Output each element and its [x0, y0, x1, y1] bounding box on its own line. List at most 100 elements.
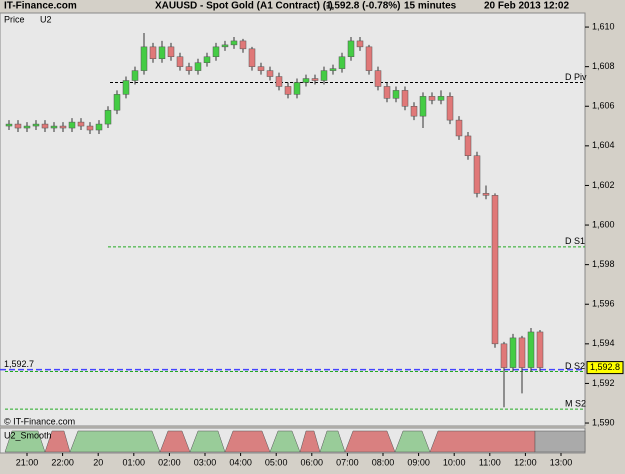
candle-body [401, 90, 409, 107]
candle-body [230, 40, 238, 46]
last-change: 1,592.8 (-0.78%) [326, 1, 401, 12]
x-tick-label: 04:00 [229, 457, 252, 467]
y-tick-label: 1,594 [592, 338, 615, 348]
timestamp: 20 Feb 2013 12:02 [484, 1, 569, 12]
candle-body [446, 96, 454, 121]
candle-body [5, 123, 13, 127]
candle-body [140, 46, 148, 71]
x-tick-label: 01:00 [123, 457, 146, 467]
y-tick-label: 1,590 [592, 417, 615, 427]
indicator-shapes [4, 430, 586, 453]
candle-body [347, 40, 355, 58]
y-tick-label: 1,598 [592, 259, 615, 269]
candle-body [275, 76, 283, 87]
site-name: IT-Finance.com [4, 1, 77, 12]
chart-title: XAUUSD - Spot Gold (A1 Contract) (-) [155, 1, 333, 12]
y-tick-label: 1,600 [592, 219, 615, 229]
candle-body [536, 331, 544, 368]
candle-body [41, 123, 49, 129]
candle-body [455, 119, 463, 137]
x-tick-label: 13:00 [550, 457, 573, 467]
candle-body [158, 46, 166, 59]
bid-label: 1,592.7 [4, 359, 34, 369]
x-tick-label: 07:00 [336, 457, 359, 467]
candle-body [302, 78, 310, 83]
candle-body [356, 40, 364, 48]
candle-body [509, 337, 517, 368]
y-tick-label: 1,604 [592, 140, 615, 150]
candle-body [176, 56, 184, 67]
candle-body [473, 155, 481, 194]
level-label: M S2 [565, 399, 586, 409]
candle-body [320, 70, 328, 81]
y-tick-label: 1,606 [592, 101, 615, 111]
candle-body [464, 135, 472, 156]
y-tick-label: 1,596 [592, 299, 615, 309]
candle-body [338, 56, 346, 69]
candle-body [68, 121, 76, 129]
candle-body [293, 82, 301, 95]
candle-body [221, 44, 229, 48]
x-tick-label: 22:00 [51, 457, 74, 467]
x-tick-label: 02:00 [158, 457, 181, 467]
candle-body [104, 109, 112, 125]
candle-body [185, 66, 193, 71]
plot-area [0, 12, 586, 427]
x-tick-label: 11:00 [479, 457, 501, 467]
candle-body [86, 125, 94, 131]
x-tick-label: 05:00 [265, 457, 288, 467]
y-tick-label: 1,602 [592, 180, 615, 190]
x-tick-label: 10:00 [443, 457, 466, 467]
x-tick-label: 21:00 [16, 457, 39, 467]
y-tick-label: 1,610 [592, 21, 615, 31]
candle-body [311, 78, 319, 81]
candle-body [284, 86, 292, 95]
y-tick-label: 1,592 [592, 378, 615, 388]
candle-body [212, 46, 220, 58]
candle-body [167, 46, 175, 58]
footer: © IT-Finance.com [4, 416, 75, 426]
candle-body [410, 106, 418, 117]
candle-body [14, 123, 22, 129]
candle-body [482, 193, 490, 196]
interval: 15 minutes [404, 1, 457, 12]
candle-body [50, 125, 58, 129]
candle-body [428, 96, 436, 101]
last-price-box [586, 361, 624, 375]
candle-body [392, 90, 400, 99]
candle-body [437, 96, 445, 101]
candle-body [374, 70, 382, 87]
level-label: D S2 [565, 361, 585, 371]
candle-body [131, 70, 139, 81]
candle-body [419, 96, 427, 117]
candle-body [77, 121, 85, 127]
candle-body [365, 46, 373, 71]
candle-body [266, 70, 274, 77]
candle-body [113, 94, 121, 111]
candle-body [491, 195, 499, 345]
last-price-label: 1,592.8 [590, 362, 620, 372]
x-tick-label: 12:00 [514, 457, 537, 467]
x-tick-label: 20 [93, 457, 103, 467]
candle-body [149, 46, 157, 59]
x-tick-label: 08:00 [372, 457, 395, 467]
indicator-title: U2_Smooth [4, 430, 52, 440]
candle-body [203, 56, 211, 63]
candle-body [95, 123, 103, 131]
candle-body [239, 40, 247, 50]
candle-body [527, 331, 535, 368]
candle-body [500, 343, 508, 368]
level-label: D S1 [565, 236, 585, 246]
candle-body [257, 66, 265, 71]
x-tick-label: 09:00 [407, 457, 430, 467]
legend-entry: U2 [40, 14, 52, 24]
candle-body [59, 125, 67, 129]
candle-body [248, 48, 256, 67]
x-tick-label: 06:00 [301, 457, 324, 467]
legend-entry: Price [4, 14, 25, 24]
x-tick-label: 03:00 [194, 457, 217, 467]
y-tick-label: 1,608 [592, 61, 615, 71]
